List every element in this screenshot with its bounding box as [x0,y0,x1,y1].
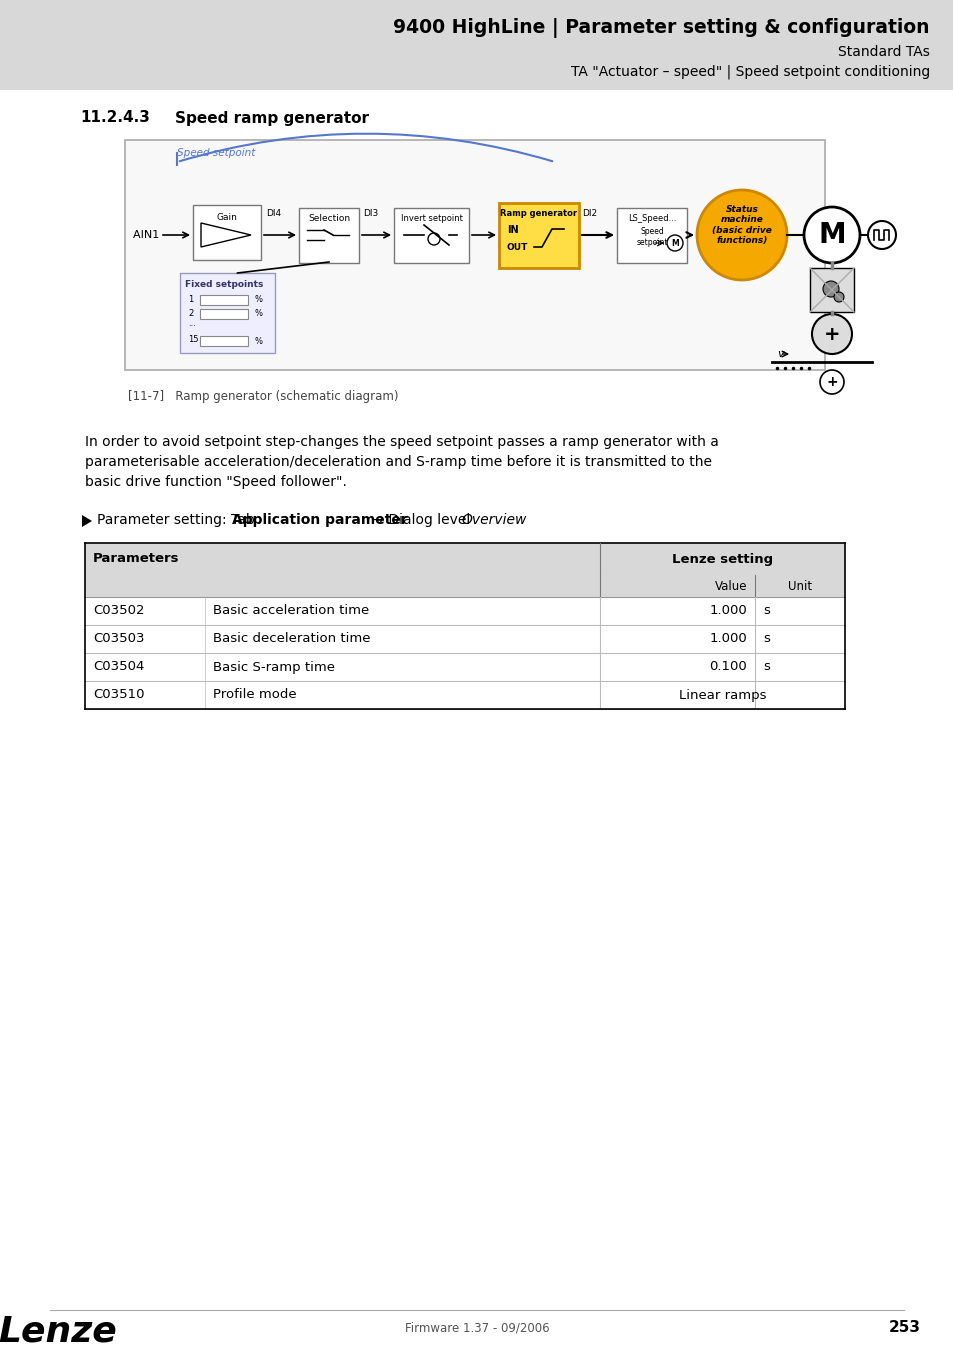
Text: %: % [254,309,263,319]
Text: basic drive function "Speed follower".: basic drive function "Speed follower". [85,475,347,489]
Text: C03502: C03502 [92,605,144,617]
Circle shape [697,190,786,279]
Circle shape [833,292,843,302]
Text: [11-7]   Ramp generator (schematic diagram): [11-7] Ramp generator (schematic diagram… [128,390,398,404]
Text: Invert setpoint: Invert setpoint [400,215,462,223]
Text: Profile mode: Profile mode [213,688,296,702]
FancyBboxPatch shape [298,208,358,263]
Text: Speed ramp generator: Speed ramp generator [174,111,369,126]
Text: DI3: DI3 [363,208,377,217]
Text: Basic acceleration time: Basic acceleration time [213,605,369,617]
Circle shape [803,207,859,263]
FancyBboxPatch shape [809,269,853,312]
Text: s: s [762,660,769,674]
Text: Parameter setting: Tab: Parameter setting: Tab [97,513,259,526]
Text: 0.100: 0.100 [708,660,746,674]
Text: v: v [776,350,782,359]
Text: Status
machine
(basic drive
functions): Status machine (basic drive functions) [711,205,771,246]
Text: M: M [818,221,845,248]
Text: ···: ··· [188,323,195,332]
Text: Overview: Overview [461,513,526,526]
Text: 9400 HighLine | Parameter setting & configuration: 9400 HighLine | Parameter setting & conf… [393,18,929,38]
Text: 1: 1 [188,294,193,304]
Text: Selection: Selection [308,215,350,223]
FancyBboxPatch shape [85,597,844,625]
Circle shape [822,281,838,297]
Text: OUT: OUT [506,243,528,251]
FancyBboxPatch shape [85,625,844,653]
Circle shape [867,221,895,248]
Text: s: s [762,605,769,617]
Text: 15: 15 [188,336,198,344]
FancyBboxPatch shape [0,0,953,90]
Circle shape [811,315,851,354]
Text: Firmware 1.37 - 09/2006: Firmware 1.37 - 09/2006 [404,1322,549,1335]
Text: Ramp generator: Ramp generator [500,209,577,217]
FancyBboxPatch shape [0,90,953,1350]
Text: 1.000: 1.000 [708,605,746,617]
Polygon shape [201,223,251,247]
Text: 2: 2 [188,309,193,317]
Text: Application parameter: Application parameter [232,513,407,526]
Text: Basic S-ramp time: Basic S-ramp time [213,660,335,674]
FancyBboxPatch shape [180,273,274,352]
Text: Linear ramps: Linear ramps [678,688,765,702]
FancyBboxPatch shape [599,575,844,597]
Text: LS_Speed...: LS_Speed... [627,215,676,223]
Text: 11.2.4.3: 11.2.4.3 [80,111,150,126]
Text: Lenze setting: Lenze setting [671,552,772,566]
FancyBboxPatch shape [85,543,844,575]
Text: TA "Actuator – speed" | Speed setpoint conditioning: TA "Actuator – speed" | Speed setpoint c… [570,65,929,80]
Text: C03504: C03504 [92,660,144,674]
Text: C03503: C03503 [92,633,144,645]
Text: IN: IN [506,225,518,235]
Text: +: + [825,375,837,389]
FancyBboxPatch shape [200,296,248,305]
Text: DI4: DI4 [266,208,281,217]
Polygon shape [82,514,91,526]
Circle shape [820,370,843,394]
FancyBboxPatch shape [200,336,248,346]
FancyBboxPatch shape [85,680,844,709]
FancyBboxPatch shape [200,309,248,319]
Text: AIN1: AIN1 [132,230,163,240]
FancyBboxPatch shape [125,140,824,370]
FancyBboxPatch shape [498,202,578,269]
Text: → Dialog level: → Dialog level [368,513,475,526]
FancyBboxPatch shape [617,208,686,263]
Text: Speed setpoint: Speed setpoint [177,148,255,158]
Text: 1.000: 1.000 [708,633,746,645]
Text: C03510: C03510 [92,688,144,702]
FancyArrowPatch shape [179,134,552,161]
Text: Standard TAs: Standard TAs [838,45,929,59]
FancyBboxPatch shape [85,575,599,597]
Text: Basic deceleration time: Basic deceleration time [213,633,370,645]
Text: %: % [254,296,263,305]
Text: parameterisable acceleration/deceleration and S-ramp time before it is transmitt: parameterisable acceleration/deceleratio… [85,455,711,468]
Text: Lenze: Lenze [0,1315,117,1349]
Text: Fixed setpoints: Fixed setpoints [185,279,263,289]
Text: %: % [254,336,263,346]
Text: DI2: DI2 [581,208,597,217]
Text: In order to avoid setpoint step-changes the speed setpoint passes a ramp generat: In order to avoid setpoint step-changes … [85,435,719,450]
FancyBboxPatch shape [193,205,261,261]
Text: +: + [822,324,840,343]
Text: Gain: Gain [216,213,237,221]
Text: Unit: Unit [787,579,811,593]
FancyBboxPatch shape [85,653,844,680]
Text: Parameters: Parameters [92,552,179,566]
Text: s: s [762,633,769,645]
Text: 253: 253 [888,1320,920,1335]
Text: M: M [670,239,679,247]
FancyBboxPatch shape [394,208,469,263]
Text: Value: Value [714,579,746,593]
Text: Speed
setpoint: Speed setpoint [636,227,667,247]
